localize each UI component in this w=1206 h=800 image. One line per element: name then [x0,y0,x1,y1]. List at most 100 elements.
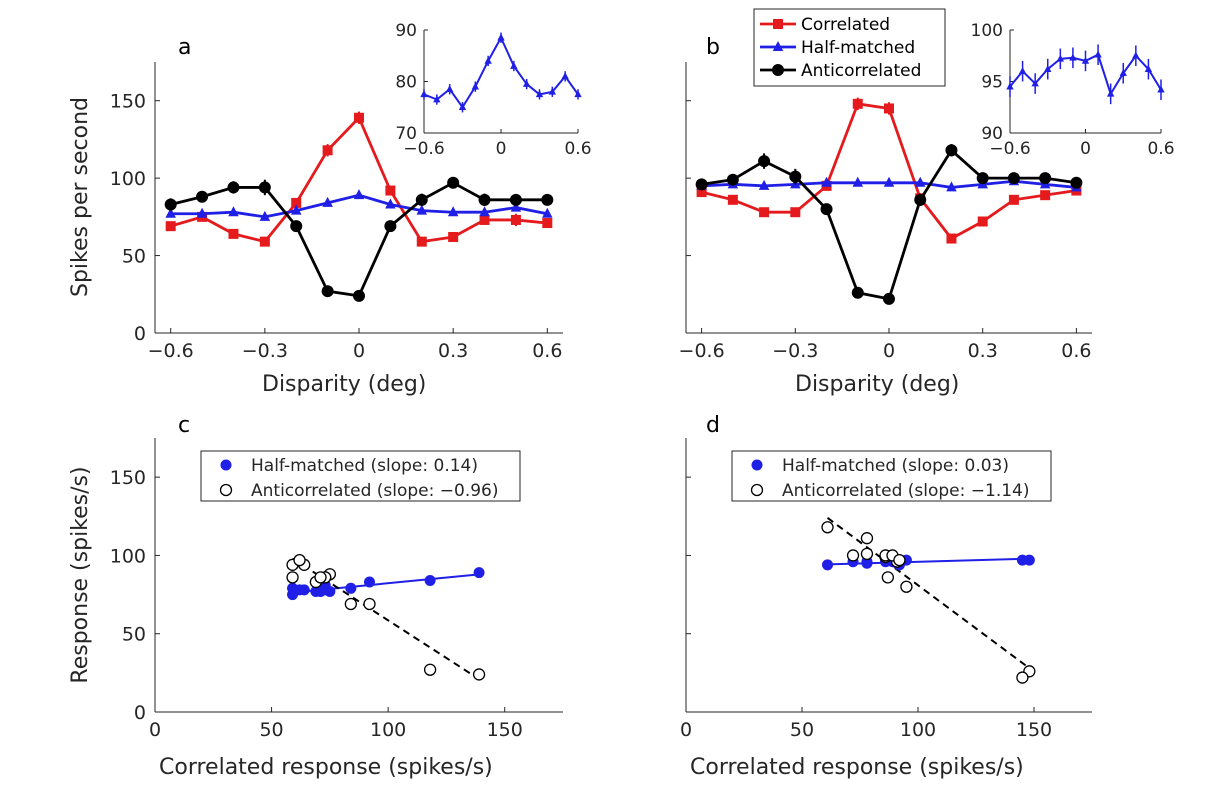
inset-x-tick-label: 0 [496,139,507,159]
x-tick-label: 100 [900,719,936,741]
scatter-point [893,553,906,567]
panel-letter: d [706,413,720,438]
data-point [321,285,334,298]
inset-data-point [1006,82,1014,90]
data-point [542,207,553,218]
inset-data-point [1094,50,1102,58]
x-tick-label: 0 [680,719,692,741]
x-tick-label: 150 [487,719,523,741]
inset-data-point [1056,54,1065,62]
legend-label: Half-matched (slope: 0.14) [251,456,478,476]
scatter-point [860,532,874,545]
data-point [851,286,864,299]
data-point [1040,190,1051,201]
data-point [322,145,333,156]
x-tick-label: 0 [353,340,365,362]
inset-data-point [1031,79,1039,87]
y-tick-label: 50 [122,624,146,646]
x-axis-label: Correlated response (spikes/s) [159,755,493,780]
legend-label: Correlated [801,15,890,35]
legend-marker [772,64,784,76]
data-point [291,197,302,208]
series-line [701,148,1077,301]
scatter-series [287,567,485,601]
y-tick-label: 0 [134,323,146,345]
panel-b: b −0.6 −0.3 0 0.3 0.6 Disparity (deg) 90 95 100 −0… [679,8,1175,397]
series-anticorrelated [695,144,1083,305]
series-line [170,181,548,298]
data-point [852,176,864,187]
data-point [884,103,894,114]
data-point [353,189,365,200]
y-tick-label: 100 [110,545,146,567]
inset-data-point [458,103,467,111]
scatter-point [314,571,327,584]
x-axis-label: Correlated response (spikes/s) [690,755,1024,780]
scatter-point [363,576,375,588]
data-point [385,185,396,196]
data-point [852,98,863,109]
data-point [385,198,396,209]
scatter-point [1016,671,1029,684]
data-point [164,198,177,211]
data-point [509,193,522,206]
y-axis-label: Response (spikes/s) [68,466,93,683]
legend-label: Anticorrelated (slope: −0.96) [251,481,499,501]
scatter-point [294,584,306,596]
data-point [789,170,802,183]
inset-data-point [484,56,492,64]
data-point [945,144,958,157]
data-point [479,214,490,225]
inset-data-point [433,95,441,103]
scatter-point [293,553,306,567]
inset-background [424,30,578,133]
data-point [478,193,491,206]
fit-line [827,557,1030,566]
x-tick-label: −0.3 [772,340,818,362]
x-tick-label: 50 [790,719,814,741]
scatter-point [846,549,860,562]
scatter-point [860,547,874,561]
data-point [416,204,428,215]
data-point [1007,172,1020,185]
x-tick-label: 150 [1016,719,1052,741]
panel-c: c 0 50 100 150 0 50 100 150 Correlated response (… [68,413,563,780]
inset-data-point [1144,64,1153,72]
inset-y-tick-label: 80 [395,73,417,93]
data-point [758,155,771,168]
data-point [821,176,832,187]
inset-y-tick-label: 100 [971,21,1003,41]
legend-marker [751,459,763,471]
legend-marker [750,483,764,497]
x-tick-label: −0.6 [679,340,725,362]
data-point [415,193,428,206]
data-point [510,214,521,225]
scatter-point [473,567,485,579]
data-point [353,289,365,302]
data-point [976,172,989,185]
data-point [165,221,176,232]
legend-marker [773,19,783,29]
inset-data-point [1106,89,1115,97]
scatter-point [472,668,486,681]
legend-label: Anticorrelated (slope: −1.14) [782,481,1030,501]
data-point [447,206,459,217]
data-point [196,207,208,218]
inset-data-point [548,87,557,95]
data-point [759,207,770,218]
x-axis-label: Disparity (deg) [262,372,426,397]
scatter-point [345,582,357,594]
data-point [1008,194,1019,205]
inset-data-point [522,79,531,87]
data-point [290,204,302,215]
x-tick-label: 0.6 [532,340,562,362]
x-tick-label: 0.3 [968,340,998,362]
x-tick-label: −0.3 [242,340,288,362]
fit-line [826,517,1030,669]
scatter-point [881,571,894,584]
inset-data-point [1069,53,1077,61]
inset-data-point [1157,85,1165,93]
x-tick-label: 50 [259,719,283,741]
inset-data-point [1081,56,1090,64]
